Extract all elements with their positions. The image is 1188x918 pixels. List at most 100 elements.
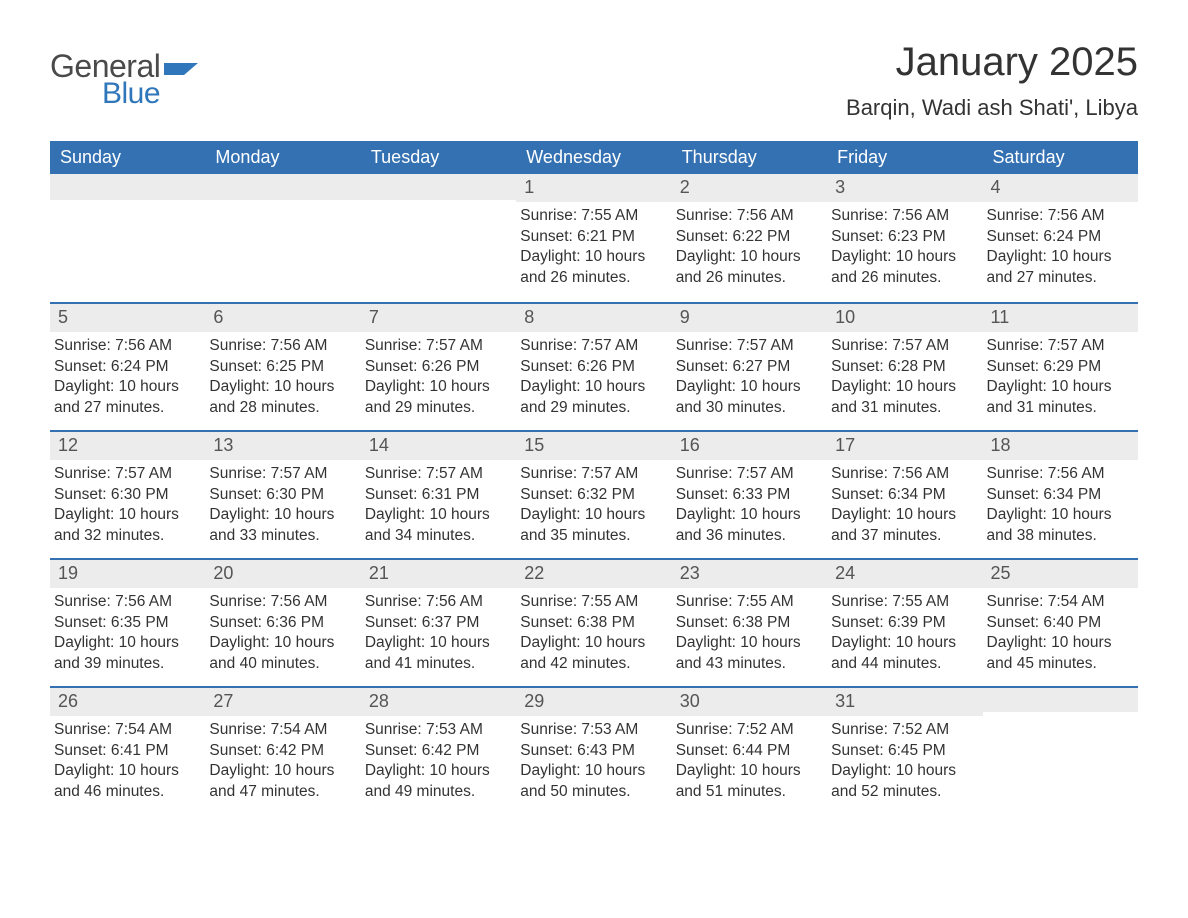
location: Barqin, Wadi ash Shati', Libya <box>846 95 1138 121</box>
day-details: Sunrise: 7:57 AMSunset: 6:29 PMDaylight:… <box>983 332 1138 420</box>
day-cell: 20Sunrise: 7:56 AMSunset: 6:36 PMDayligh… <box>205 558 360 686</box>
week-row: 12Sunrise: 7:57 AMSunset: 6:30 PMDayligh… <box>50 430 1138 558</box>
day-number: 9 <box>672 302 827 332</box>
daylight1-text: Daylight: 10 hours <box>365 633 516 654</box>
day-details: Sunrise: 7:54 AMSunset: 6:41 PMDaylight:… <box>50 716 205 804</box>
logo: General Blue <box>50 40 198 111</box>
day-cell: 26Sunrise: 7:54 AMSunset: 6:41 PMDayligh… <box>50 686 205 814</box>
sunrise-text: Sunrise: 7:54 AM <box>54 720 205 741</box>
day-number: 13 <box>205 430 360 460</box>
day-details: Sunrise: 7:56 AMSunset: 6:34 PMDaylight:… <box>983 460 1138 548</box>
sunrise-text: Sunrise: 7:53 AM <box>520 720 671 741</box>
daylight2-text: and 26 minutes. <box>676 268 827 289</box>
day-cell <box>361 174 516 302</box>
day-details: Sunrise: 7:54 AMSunset: 6:42 PMDaylight:… <box>205 716 360 804</box>
day-number: 5 <box>50 302 205 332</box>
sunrise-text: Sunrise: 7:55 AM <box>676 592 827 613</box>
daylight1-text: Daylight: 10 hours <box>54 761 205 782</box>
sunset-text: Sunset: 6:24 PM <box>54 357 205 378</box>
day-details: Sunrise: 7:53 AMSunset: 6:42 PMDaylight:… <box>361 716 516 804</box>
day-cell: 28Sunrise: 7:53 AMSunset: 6:42 PMDayligh… <box>361 686 516 814</box>
day-details: Sunrise: 7:56 AMSunset: 6:36 PMDaylight:… <box>205 588 360 676</box>
day-details: Sunrise: 7:56 AMSunset: 6:35 PMDaylight:… <box>50 588 205 676</box>
calendar-body: 1Sunrise: 7:55 AMSunset: 6:21 PMDaylight… <box>50 174 1138 814</box>
day-cell: 14Sunrise: 7:57 AMSunset: 6:31 PMDayligh… <box>361 430 516 558</box>
daylight2-text: and 29 minutes. <box>365 398 516 419</box>
day-number: 1 <box>516 174 671 202</box>
day-cell: 3Sunrise: 7:56 AMSunset: 6:23 PMDaylight… <box>827 174 982 302</box>
day-number: 26 <box>50 686 205 716</box>
sunrise-text: Sunrise: 7:56 AM <box>209 336 360 357</box>
sunset-text: Sunset: 6:21 PM <box>520 227 671 248</box>
day-details: Sunrise: 7:55 AMSunset: 6:38 PMDaylight:… <box>516 588 671 676</box>
day-number: 30 <box>672 686 827 716</box>
day-details: Sunrise: 7:57 AMSunset: 6:26 PMDaylight:… <box>516 332 671 420</box>
daylight1-text: Daylight: 10 hours <box>676 505 827 526</box>
sunset-text: Sunset: 6:30 PM <box>54 485 205 506</box>
day-number: 2 <box>672 174 827 202</box>
daylight1-text: Daylight: 10 hours <box>209 505 360 526</box>
sunset-text: Sunset: 6:42 PM <box>209 741 360 762</box>
sunset-text: Sunset: 6:39 PM <box>831 613 982 634</box>
day-cell: 21Sunrise: 7:56 AMSunset: 6:37 PMDayligh… <box>361 558 516 686</box>
day-cell: 10Sunrise: 7:57 AMSunset: 6:28 PMDayligh… <box>827 302 982 430</box>
day-number: 7 <box>361 302 516 332</box>
day-number-band-empty <box>205 174 360 200</box>
day-details: Sunrise: 7:57 AMSunset: 6:31 PMDaylight:… <box>361 460 516 548</box>
daylight1-text: Daylight: 10 hours <box>676 247 827 268</box>
day-number: 20 <box>205 558 360 588</box>
day-cell: 13Sunrise: 7:57 AMSunset: 6:30 PMDayligh… <box>205 430 360 558</box>
sunrise-text: Sunrise: 7:56 AM <box>987 464 1138 485</box>
day-cell: 25Sunrise: 7:54 AMSunset: 6:40 PMDayligh… <box>983 558 1138 686</box>
day-cell: 16Sunrise: 7:57 AMSunset: 6:33 PMDayligh… <box>672 430 827 558</box>
day-details: Sunrise: 7:56 AMSunset: 6:23 PMDaylight:… <box>827 202 982 290</box>
day-number: 28 <box>361 686 516 716</box>
daylight1-text: Daylight: 10 hours <box>209 377 360 398</box>
day-number: 8 <box>516 302 671 332</box>
sunset-text: Sunset: 6:26 PM <box>520 357 671 378</box>
sunrise-text: Sunrise: 7:57 AM <box>365 464 516 485</box>
day-cell: 1Sunrise: 7:55 AMSunset: 6:21 PMDaylight… <box>516 174 671 302</box>
day-number: 17 <box>827 430 982 460</box>
daylight1-text: Daylight: 10 hours <box>831 761 982 782</box>
daylight2-text: and 32 minutes. <box>54 526 205 547</box>
sunrise-text: Sunrise: 7:56 AM <box>987 206 1138 227</box>
day-cell: 22Sunrise: 7:55 AMSunset: 6:38 PMDayligh… <box>516 558 671 686</box>
day-number-band-empty <box>50 174 205 200</box>
sunrise-text: Sunrise: 7:52 AM <box>676 720 827 741</box>
daylight1-text: Daylight: 10 hours <box>520 247 671 268</box>
day-cell: 24Sunrise: 7:55 AMSunset: 6:39 PMDayligh… <box>827 558 982 686</box>
calendar: Sunday Monday Tuesday Wednesday Thursday… <box>50 141 1138 814</box>
daylight2-text: and 45 minutes. <box>987 654 1138 675</box>
sunset-text: Sunset: 6:45 PM <box>831 741 982 762</box>
sunset-text: Sunset: 6:34 PM <box>987 485 1138 506</box>
daylight2-text: and 51 minutes. <box>676 782 827 803</box>
day-number: 24 <box>827 558 982 588</box>
sunrise-text: Sunrise: 7:57 AM <box>676 464 827 485</box>
daylight1-text: Daylight: 10 hours <box>831 633 982 654</box>
week-row: 5Sunrise: 7:56 AMSunset: 6:24 PMDaylight… <box>50 302 1138 430</box>
day-details: Sunrise: 7:56 AMSunset: 6:37 PMDaylight:… <box>361 588 516 676</box>
sunset-text: Sunset: 6:41 PM <box>54 741 205 762</box>
dow-friday: Friday <box>827 141 982 174</box>
daylight2-text: and 49 minutes. <box>365 782 516 803</box>
day-details: Sunrise: 7:57 AMSunset: 6:30 PMDaylight:… <box>50 460 205 548</box>
day-cell: 15Sunrise: 7:57 AMSunset: 6:32 PMDayligh… <box>516 430 671 558</box>
sunrise-text: Sunrise: 7:57 AM <box>209 464 360 485</box>
logo-flag-icon <box>164 55 198 82</box>
sunset-text: Sunset: 6:44 PM <box>676 741 827 762</box>
sunrise-text: Sunrise: 7:56 AM <box>365 592 516 613</box>
logo-word-blue: Blue <box>102 77 160 111</box>
sunrise-text: Sunrise: 7:56 AM <box>54 592 205 613</box>
daylight2-text: and 39 minutes. <box>54 654 205 675</box>
sunset-text: Sunset: 6:27 PM <box>676 357 827 378</box>
day-cell: 6Sunrise: 7:56 AMSunset: 6:25 PMDaylight… <box>205 302 360 430</box>
dow-sunday: Sunday <box>50 141 205 174</box>
day-cell: 8Sunrise: 7:57 AMSunset: 6:26 PMDaylight… <box>516 302 671 430</box>
day-details: Sunrise: 7:56 AMSunset: 6:22 PMDaylight:… <box>672 202 827 290</box>
sunset-text: Sunset: 6:34 PM <box>831 485 982 506</box>
day-number: 27 <box>205 686 360 716</box>
day-number: 18 <box>983 430 1138 460</box>
day-details: Sunrise: 7:57 AMSunset: 6:30 PMDaylight:… <box>205 460 360 548</box>
daylight2-text: and 42 minutes. <box>520 654 671 675</box>
